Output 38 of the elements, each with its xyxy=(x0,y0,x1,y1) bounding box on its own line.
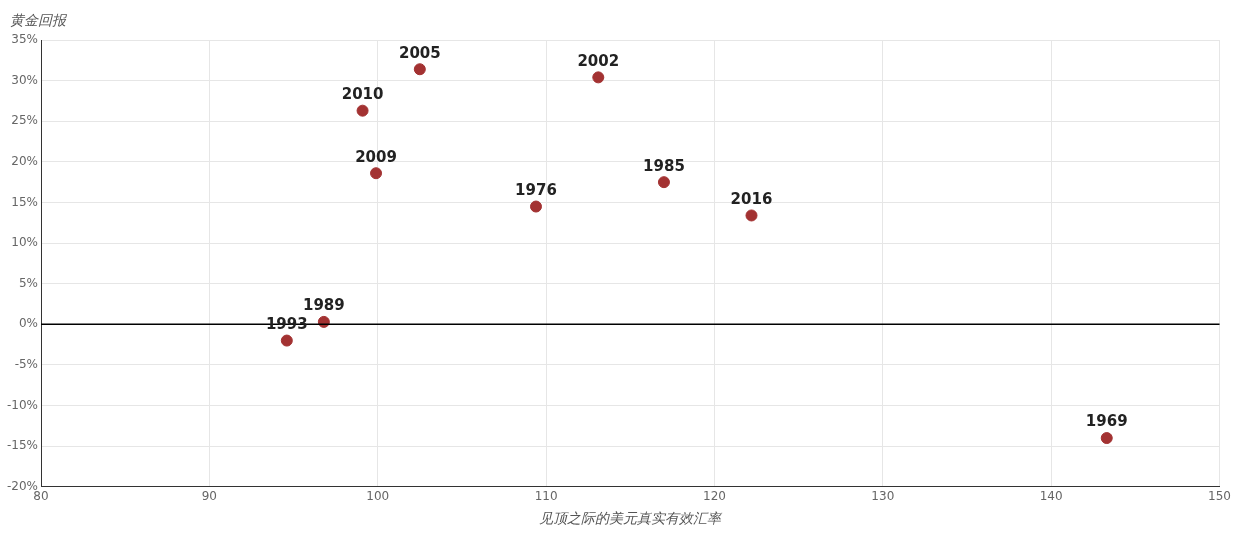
y-tick-label: 15% xyxy=(11,194,38,209)
x-tick-label: 110 xyxy=(534,489,558,504)
y-tick-label: -5% xyxy=(14,357,38,372)
y-tick-label: -15% xyxy=(6,438,38,453)
y-axis-title: 黄金回报 xyxy=(10,12,66,30)
x-tick-label: 140 xyxy=(1039,489,1063,504)
point xyxy=(745,209,758,222)
point xyxy=(1100,432,1113,445)
annotation: 2009 xyxy=(355,147,397,166)
y-tick-label: 5% xyxy=(18,275,38,290)
point xyxy=(356,104,369,117)
annotation: 2002 xyxy=(577,51,620,70)
x-tick-label: 90 xyxy=(201,489,218,504)
x-tick-label: 100 xyxy=(366,489,390,504)
y-tick-label: 25% xyxy=(11,113,38,128)
x-axis-title: 见顶之际的美元真实有效汇率 xyxy=(539,510,724,527)
point xyxy=(280,334,293,347)
x-tick-label: 130 xyxy=(871,489,895,504)
y-tick-label: 30% xyxy=(11,72,38,87)
y-tick-label: 20% xyxy=(11,153,38,168)
y-tick-label: 10% xyxy=(11,235,38,250)
annotation: 2005 xyxy=(398,43,441,62)
point xyxy=(370,167,383,180)
annotation: 1989 xyxy=(302,296,345,315)
y-tick-label: -10% xyxy=(6,397,38,412)
point xyxy=(413,63,426,76)
point xyxy=(592,71,605,84)
annotation: 1976 xyxy=(515,180,557,199)
point xyxy=(529,200,542,213)
x-tick-label: 120 xyxy=(703,489,726,504)
annotation: 2016 xyxy=(730,189,773,208)
point xyxy=(657,176,670,189)
annotation: 2010 xyxy=(341,85,384,104)
annotation: 1969 xyxy=(1085,412,1128,431)
y-tick-label: 0% xyxy=(18,316,38,331)
annotation: 1985 xyxy=(643,156,685,175)
y-tick-label: 35% xyxy=(11,32,38,47)
x-tick-label: 150 xyxy=(1208,489,1231,504)
